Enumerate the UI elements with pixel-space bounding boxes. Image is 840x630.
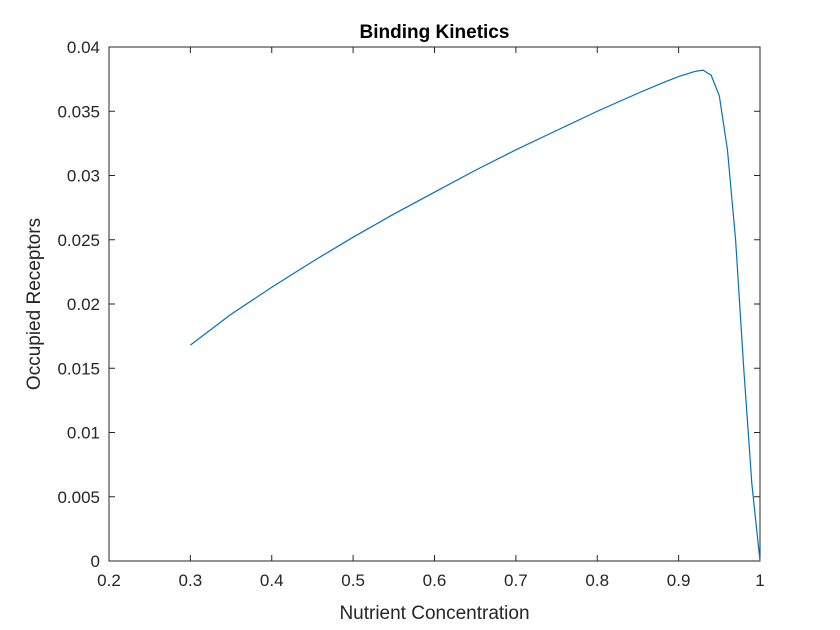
x-tick-label: 1 xyxy=(755,571,764,590)
x-tick-label: 0.5 xyxy=(341,571,365,590)
x-tick-label: 0.3 xyxy=(179,571,203,590)
ticks: 0.2 0.3 0.4 0.5 0.6 0.7 0.8 0.9 1 0 0.005 0.01 0.015… xyxy=(57,38,764,590)
x-tick-label: 0.7 xyxy=(504,571,528,590)
y-tick-label: 0.01 xyxy=(67,424,100,443)
x-tick-label: 0.2 xyxy=(97,571,121,590)
plot-area xyxy=(109,47,760,561)
y-tick-label: 0.015 xyxy=(57,359,100,378)
series-group xyxy=(190,69,761,562)
y-tick-label: 0.04 xyxy=(67,38,100,57)
x-axis-label: Nutrient Concentration xyxy=(339,603,529,624)
x-tick-label: 0.9 xyxy=(667,571,691,590)
y-tick-label: 0.03 xyxy=(67,167,100,186)
y-tick-label: 0.005 xyxy=(57,488,100,507)
chart-title: Binding Kinetics xyxy=(360,22,510,43)
series-line xyxy=(190,69,761,562)
y-tick-label: 0.02 xyxy=(67,295,100,314)
x-tick-label: 0.8 xyxy=(585,571,609,590)
x-tick-label: 0.6 xyxy=(423,571,447,590)
y-tick-label: 0 xyxy=(91,552,100,571)
y-axis-label: Occupied Receptors xyxy=(24,218,45,390)
y-tick-label: 0.035 xyxy=(57,102,100,121)
y-tick-label: 0.025 xyxy=(57,231,100,250)
x-tick-label: 0.4 xyxy=(260,571,284,590)
